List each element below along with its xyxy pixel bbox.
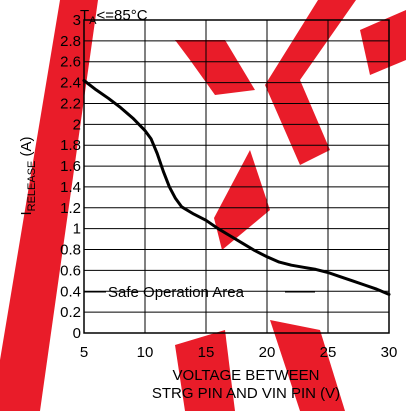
watermark-stroke-4	[265, 0, 356, 165]
y-tick-label: 2.8	[60, 33, 81, 50]
y-tick-label: 2.4	[60, 75, 81, 92]
annotation-text: Safe Operation Area	[108, 284, 245, 301]
x-tick-label: 10	[137, 344, 154, 361]
y-tick-labels: 0 0.2 0.4 0.6 0.8 1 1.2 1.4 1.6 1.8 2 2.2 2.4 2.6 2.8 3	[60, 12, 81, 342]
y-tick-label: 0.2	[60, 304, 81, 321]
watermark-stroke-5	[360, 10, 406, 75]
x-tick-label: 5	[80, 344, 88, 361]
series-line	[82, 79, 391, 296]
x-tick-label: 30	[381, 344, 398, 361]
condition-label: TA<=85°C	[80, 7, 148, 27]
plot-frame	[83, 19, 390, 334]
x-tick-labels: 5 10 15 20 25 30	[80, 344, 398, 361]
condition-suffix: <=85°C	[97, 7, 148, 24]
condition-prefix: T	[80, 7, 89, 24]
y-tick-label: 1.4	[60, 179, 81, 196]
x-tick-label: 25	[320, 344, 337, 361]
watermark-stroke-2	[175, 40, 255, 95]
x-tick-label: 15	[198, 344, 215, 361]
y-label-prefix: I	[18, 211, 35, 215]
y-tick-label: 0.8	[60, 242, 81, 259]
y-label-suffix: (A)	[18, 136, 35, 160]
y-tick-label: 1.2	[60, 200, 81, 217]
series-group	[82, 79, 391, 296]
x-tick-label: 20	[259, 344, 276, 361]
y-axis-label: IRELEASE (A)	[18, 136, 38, 215]
watermark-stroke-6	[175, 330, 235, 411]
x-axis-label-line1: VOLTAGE BETWEEN	[173, 367, 320, 384]
y-tick-label: 1.6	[60, 158, 81, 175]
y-tick-label: 0.4	[60, 283, 81, 300]
x-axis-label-line2: STRG PIN AND VIN PIN (V)	[152, 385, 340, 402]
y-tick-label: 2	[73, 116, 81, 133]
y-tick-label: 2.2	[60, 95, 81, 112]
y-label-subscript: RELEASE	[26, 161, 38, 212]
y-tick-label: 0.6	[60, 262, 81, 279]
safe-area-annotation: Safe Operation Area	[84, 284, 315, 301]
y-tick-label: 2.6	[60, 54, 81, 71]
y-tick-label: 3	[73, 12, 81, 29]
y-tick-label: 1.8	[60, 137, 81, 154]
watermark-stroke-3	[214, 150, 270, 250]
y-tick-label: 1	[73, 221, 81, 238]
watermark-stroke-7	[270, 320, 345, 411]
condition-subscript: A	[89, 15, 97, 27]
watermark-stroke-1	[0, 0, 98, 411]
y-tick-label: 0	[73, 325, 81, 342]
